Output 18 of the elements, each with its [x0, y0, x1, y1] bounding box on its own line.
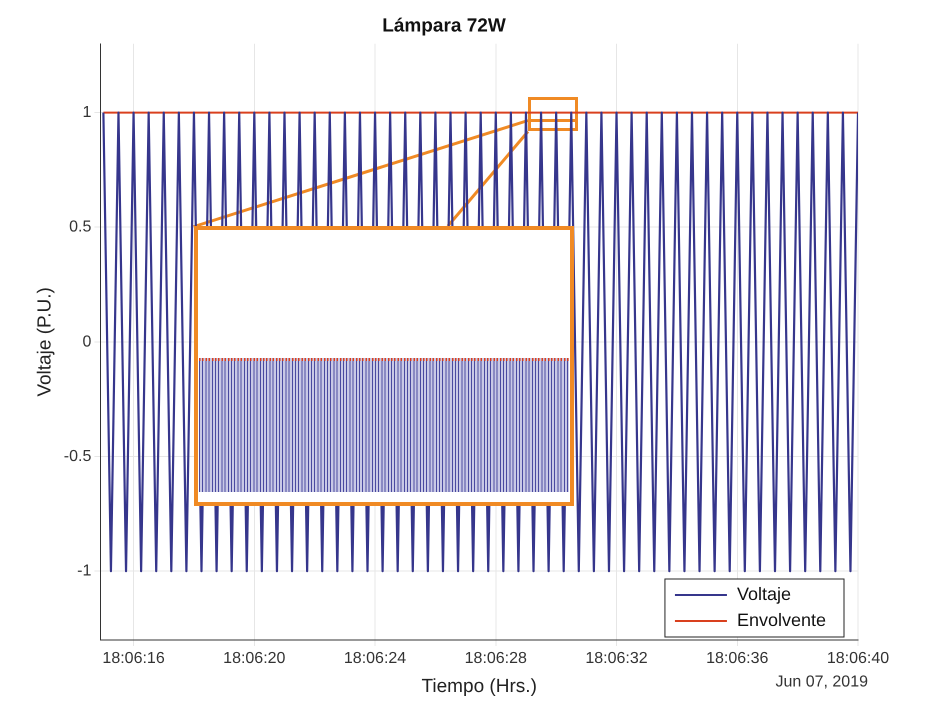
- y-tick-label: 0.5: [69, 218, 92, 236]
- x-axis-title: Tiempo (Hrs.): [421, 676, 537, 697]
- y-tick-label: 1: [82, 104, 92, 121]
- y-tick-label: 0: [82, 333, 92, 350]
- y-axis-title: Voltaje (P.U.): [34, 287, 56, 397]
- y-tick-label: -1: [77, 562, 92, 580]
- x-tick-label: 18:06:36: [706, 650, 769, 668]
- x-tick-label: 18:06:20: [223, 650, 286, 668]
- text: Jun 07, 2019: [775, 673, 868, 690]
- legend-label: Voltaje: [736, 584, 791, 604]
- x-tick-label: 18:06:32: [585, 650, 648, 668]
- x-tick-label: 18:06:40: [826, 650, 890, 668]
- x-tick-label: 18:06:24: [344, 650, 406, 668]
- x-tick-label: 18:06:28: [464, 650, 528, 668]
- x-tick-label: 18:06:16: [102, 650, 165, 668]
- chart-title: Lámpara 72W: [382, 16, 506, 37]
- legend-label: Envolvente: [736, 610, 826, 630]
- y-tick-label: -0.5: [64, 448, 92, 465]
